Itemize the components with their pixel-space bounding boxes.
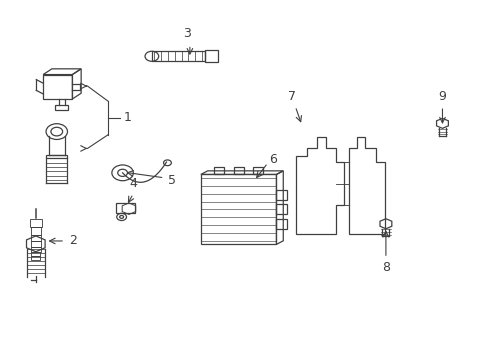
Text: 5: 5 [168,174,176,186]
Text: 6: 6 [268,153,276,166]
Text: 7: 7 [288,90,296,103]
Text: 8: 8 [381,261,389,274]
Text: 9: 9 [438,90,446,103]
Text: 4: 4 [129,177,137,190]
Text: 1: 1 [123,112,131,125]
Text: 2: 2 [69,234,77,247]
Text: 3: 3 [183,27,190,40]
